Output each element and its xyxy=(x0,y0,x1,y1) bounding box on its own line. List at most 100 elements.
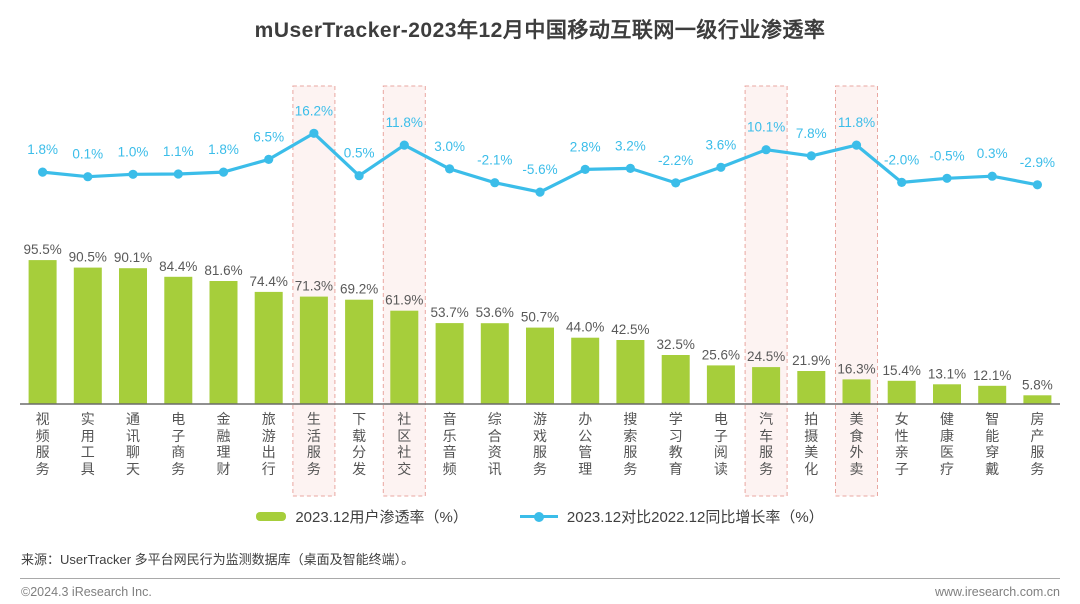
bar-value-label: 90.5% xyxy=(69,250,107,265)
bar xyxy=(435,323,464,404)
line-point xyxy=(1032,180,1042,190)
bar-value-label: 13.1% xyxy=(928,366,966,381)
bar xyxy=(299,296,328,404)
category-label: 美食外卖 xyxy=(849,411,864,477)
bar-value-label: 53.6% xyxy=(476,305,514,320)
bar xyxy=(661,355,690,404)
bar xyxy=(480,323,509,404)
legend-item-growth: 2023.12对比2022.12同比增长率（%） xyxy=(519,506,824,527)
line-value-label: 0.1% xyxy=(72,147,103,162)
copyright-text: ©2024.3 iResearch Inc. xyxy=(21,585,152,599)
category-label: 智能穿戴 xyxy=(985,411,1000,477)
line-value-label: 1.8% xyxy=(27,142,58,157)
bar-value-label: 24.5% xyxy=(747,349,785,364)
line-value-label: 6.5% xyxy=(253,129,284,144)
line-value-label: 1.1% xyxy=(163,144,194,159)
category-label: 通讯聊天 xyxy=(126,411,140,477)
bar-value-label: 15.4% xyxy=(883,363,921,378)
source-note: 来源：UserTracker 多平台网民行为监测数据库（桌面及智能终端）。 xyxy=(21,552,415,567)
line-value-label: 3.6% xyxy=(706,137,737,152)
line-value-label: -5.6% xyxy=(522,162,557,177)
category-label: 旅游出行 xyxy=(261,411,276,477)
category-label: 汽车服务 xyxy=(759,411,774,477)
line-point xyxy=(761,145,771,155)
bar-value-label: 95.5% xyxy=(23,242,61,257)
bar-value-label: 12.1% xyxy=(973,368,1011,383)
line-point xyxy=(671,178,681,188)
line-point xyxy=(987,171,997,181)
line-point xyxy=(83,172,93,182)
line-point xyxy=(309,128,319,138)
line-value-label: -2.0% xyxy=(884,152,919,167)
line-value-label: 1.0% xyxy=(118,144,149,159)
bar xyxy=(616,340,645,404)
line-value-label: -2.2% xyxy=(658,153,693,168)
bar-value-label: 53.7% xyxy=(430,305,468,320)
line-value-label: 1.8% xyxy=(208,142,239,157)
category-label: 学习教育 xyxy=(668,411,683,477)
line-value-label: 3.2% xyxy=(615,138,646,153)
highlight-band xyxy=(292,85,336,497)
bar-value-label: 44.0% xyxy=(566,320,604,335)
bar xyxy=(390,310,419,404)
line-point xyxy=(625,163,636,173)
category-label: 健康医疗 xyxy=(940,411,954,477)
bar xyxy=(526,327,554,404)
bar-value-label: 16.3% xyxy=(837,361,875,376)
bar-value-label: 42.5% xyxy=(611,322,649,337)
bar-value-label: 74.4% xyxy=(250,274,288,289)
category-label: 房产服务 xyxy=(1030,411,1045,477)
line-value-label: -2.1% xyxy=(477,153,512,168)
line-point xyxy=(942,173,952,183)
line-value-label: -2.9% xyxy=(1020,155,1055,170)
chart-title: mUserTracker-2023年12月中国移动互联网一级行业渗透率 xyxy=(254,19,826,42)
line-value-label: 16.2% xyxy=(295,103,333,118)
category-label: 拍摄美化 xyxy=(804,411,819,477)
footer-divider xyxy=(20,578,1060,579)
line-point xyxy=(399,140,409,150)
bar xyxy=(752,367,781,404)
category-label: 综合资讯 xyxy=(487,411,502,477)
bar xyxy=(164,276,193,404)
category-label: 电子商务 xyxy=(171,411,186,477)
bar xyxy=(933,384,961,404)
bar-value-label: 81.6% xyxy=(204,263,242,278)
line-point xyxy=(535,187,545,197)
category-label: 搜索服务 xyxy=(623,411,638,477)
bar xyxy=(571,337,600,404)
category-label: 音乐音频 xyxy=(442,411,457,477)
bar xyxy=(28,260,57,404)
website-link[interactable]: www.iresearch.com.cn xyxy=(934,585,1060,599)
chart-area: 95.5% 90.5% 90.1% 84.4% 81.6% 74.4% 71.3% 69.2%… xyxy=(20,85,1060,497)
category-label: 金融理财 xyxy=(216,411,231,477)
line-point xyxy=(218,167,229,177)
bar xyxy=(73,267,102,404)
bar xyxy=(797,371,826,404)
bar-value-label: 50.7% xyxy=(521,310,559,325)
bar-value-label: 5.8% xyxy=(1022,377,1053,392)
line-point xyxy=(716,162,726,172)
bar-value-label: 84.4% xyxy=(159,259,197,274)
line-point xyxy=(897,177,907,187)
bar xyxy=(209,281,238,404)
line-point xyxy=(38,167,48,177)
bar-value-label: 32.5% xyxy=(657,337,695,352)
bar-value-label: 71.3% xyxy=(295,279,333,294)
line-value-label: 7.8% xyxy=(796,126,827,141)
line-point xyxy=(445,164,455,174)
line-point xyxy=(264,154,274,164)
bar-value-label: 69.2% xyxy=(340,282,378,297)
line-value-label: 10.1% xyxy=(747,120,785,135)
bar-value-label: 21.9% xyxy=(792,353,830,368)
line-point xyxy=(806,151,816,161)
category-label: 电子阅读 xyxy=(713,411,728,477)
category-label: 办公管理 xyxy=(578,411,593,477)
category-label: 生活服务 xyxy=(306,411,321,477)
line-series-swatch-icon xyxy=(519,511,558,522)
bar xyxy=(978,385,1007,404)
legend: 2023.12用户渗透率（%） 2023.12对比2022.12同比增长率（%） xyxy=(0,506,1080,527)
bar-value-label: 61.9% xyxy=(385,293,423,308)
legend-item-penetration: 2023.12用户渗透率（%） xyxy=(256,506,468,527)
bar xyxy=(119,268,147,404)
